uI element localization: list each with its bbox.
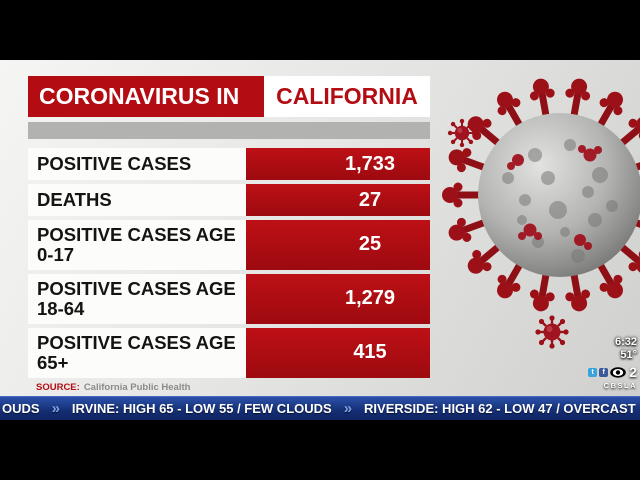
channel-number: 2 [629,364,637,380]
stats-table: POSITIVE CASES 1,733 DEATHS 27 POSITIVE … [28,148,430,378]
twitter-icon: t [588,367,598,377]
header-banner: CORONAVIRUS IN CALIFORNIA [28,76,430,117]
source-label: SOURCE: [36,381,80,393]
stat-row: DEATHS 27 [28,184,430,216]
letterbox-bottom [0,420,640,480]
broadcast-frame: CORONAVIRUS IN CALIFORNIA POSITIVE CASES… [0,60,640,420]
title-california: CALIFORNIA [264,76,430,117]
stat-label: DEATHS [28,184,246,216]
time-display: 6:32 [614,336,637,348]
facebook-icon: f [599,367,609,377]
cbs-eye-icon [610,366,627,378]
stat-row: POSITIVE CASES 1,733 [28,148,430,180]
station-social-row: t f 2 [588,364,637,380]
virus-particle-icon [534,314,570,350]
stat-label: POSITIVE CASES AGE 0-17 [28,220,246,270]
stat-value: 1,279 [246,273,430,324]
stat-row: POSITIVE CASES AGE 65+ 415 [28,327,430,378]
stat-label: POSITIVE CASES AGE 18-64 [28,273,246,324]
ticker-item: IRVINE: HIGH 65 - LOW 55 / FEW CLOUDS [71,401,332,416]
source-line: SOURCE: California Public Health [28,382,430,393]
coronavirus-illustration [442,76,640,350]
station-brand: CBSLA [603,381,637,390]
title-coronavirus-in: CORONAVIRUS IN [28,76,264,117]
ticker-separator-icon: » [343,400,353,417]
stat-row: POSITIVE CASES AGE 18-64 1,279 [28,273,430,324]
stat-value: 25 [246,220,430,270]
stats-panel: CORONAVIRUS IN CALIFORNIA POSITIVE CASES… [28,76,430,393]
stat-label: POSITIVE CASES [28,148,246,180]
weather-ticker: OUDS » IRVINE: HIGH 65 - LOW 55 / FEW CL… [0,396,640,420]
temperature-display: 51° [620,349,637,361]
source-text: California Public Health [83,381,191,393]
ticker-separator-icon: » [51,400,60,417]
ticker-item: OUDS [2,401,40,416]
stat-label: POSITIVE CASES AGE 65+ [28,327,246,378]
virus-particle-icon [446,117,478,149]
stat-value: 415 [246,327,430,378]
subheader-bar [28,122,430,139]
station-bug: 6:32 51° t f 2 CBSLA [588,336,637,390]
stat-value: 27 [246,184,430,216]
ticker-item: RIVERSIDE: HIGH 62 - LOW 47 / OVERCAST [364,401,636,416]
letterbox-top [0,0,640,60]
stat-value: 1,733 [246,148,430,180]
stat-row: POSITIVE CASES AGE 0-17 25 [28,220,430,270]
